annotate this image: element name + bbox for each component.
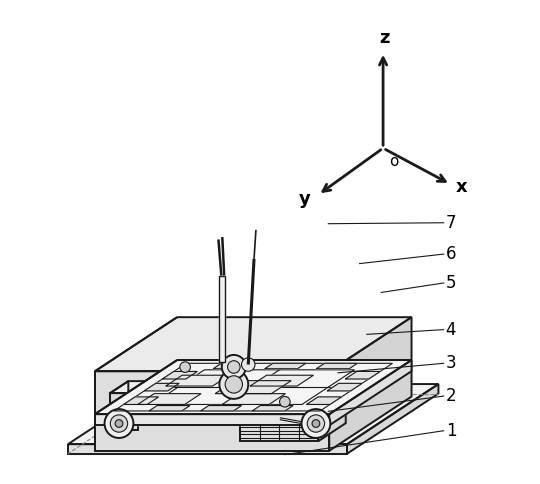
Text: 2: 2	[446, 387, 456, 405]
Polygon shape	[265, 363, 306, 369]
Circle shape	[307, 415, 325, 432]
Polygon shape	[213, 363, 254, 369]
Polygon shape	[95, 317, 411, 371]
Circle shape	[225, 376, 242, 393]
Polygon shape	[124, 397, 159, 405]
Polygon shape	[215, 380, 291, 393]
Circle shape	[115, 420, 123, 427]
Polygon shape	[219, 275, 225, 362]
Polygon shape	[345, 371, 380, 379]
Circle shape	[180, 362, 191, 372]
Polygon shape	[110, 381, 129, 430]
Text: 4: 4	[446, 320, 456, 339]
Circle shape	[312, 420, 320, 427]
Circle shape	[110, 415, 127, 432]
Circle shape	[156, 409, 163, 417]
Polygon shape	[222, 393, 286, 405]
Circle shape	[219, 370, 248, 399]
Polygon shape	[166, 375, 229, 386]
Polygon shape	[327, 383, 362, 391]
Text: 6: 6	[446, 245, 456, 263]
Polygon shape	[307, 397, 341, 405]
Polygon shape	[149, 406, 190, 411]
Circle shape	[227, 361, 240, 373]
Circle shape	[301, 409, 330, 438]
Text: o: o	[389, 154, 399, 169]
Polygon shape	[138, 393, 201, 405]
Circle shape	[173, 393, 184, 405]
Polygon shape	[316, 363, 357, 369]
Polygon shape	[329, 360, 411, 425]
Polygon shape	[240, 424, 318, 441]
Polygon shape	[68, 444, 347, 454]
Polygon shape	[95, 360, 411, 414]
Polygon shape	[318, 406, 346, 441]
Polygon shape	[110, 381, 156, 393]
Polygon shape	[144, 383, 179, 391]
Circle shape	[222, 355, 246, 379]
Text: 3: 3	[446, 354, 456, 372]
Polygon shape	[95, 371, 329, 451]
Polygon shape	[68, 384, 438, 444]
Text: z: z	[379, 29, 390, 47]
Circle shape	[241, 358, 255, 371]
Polygon shape	[250, 375, 313, 386]
Polygon shape	[200, 406, 241, 411]
Polygon shape	[329, 317, 411, 451]
Polygon shape	[240, 406, 346, 424]
Circle shape	[280, 396, 290, 407]
Polygon shape	[95, 414, 329, 425]
Text: y: y	[299, 190, 311, 208]
Circle shape	[105, 409, 133, 438]
Polygon shape	[163, 371, 197, 379]
Text: x: x	[455, 178, 467, 196]
Polygon shape	[347, 384, 438, 454]
Text: 1: 1	[446, 422, 456, 439]
Polygon shape	[252, 406, 293, 411]
Text: 5: 5	[446, 274, 456, 292]
Polygon shape	[110, 393, 138, 430]
Text: 7: 7	[446, 214, 456, 232]
